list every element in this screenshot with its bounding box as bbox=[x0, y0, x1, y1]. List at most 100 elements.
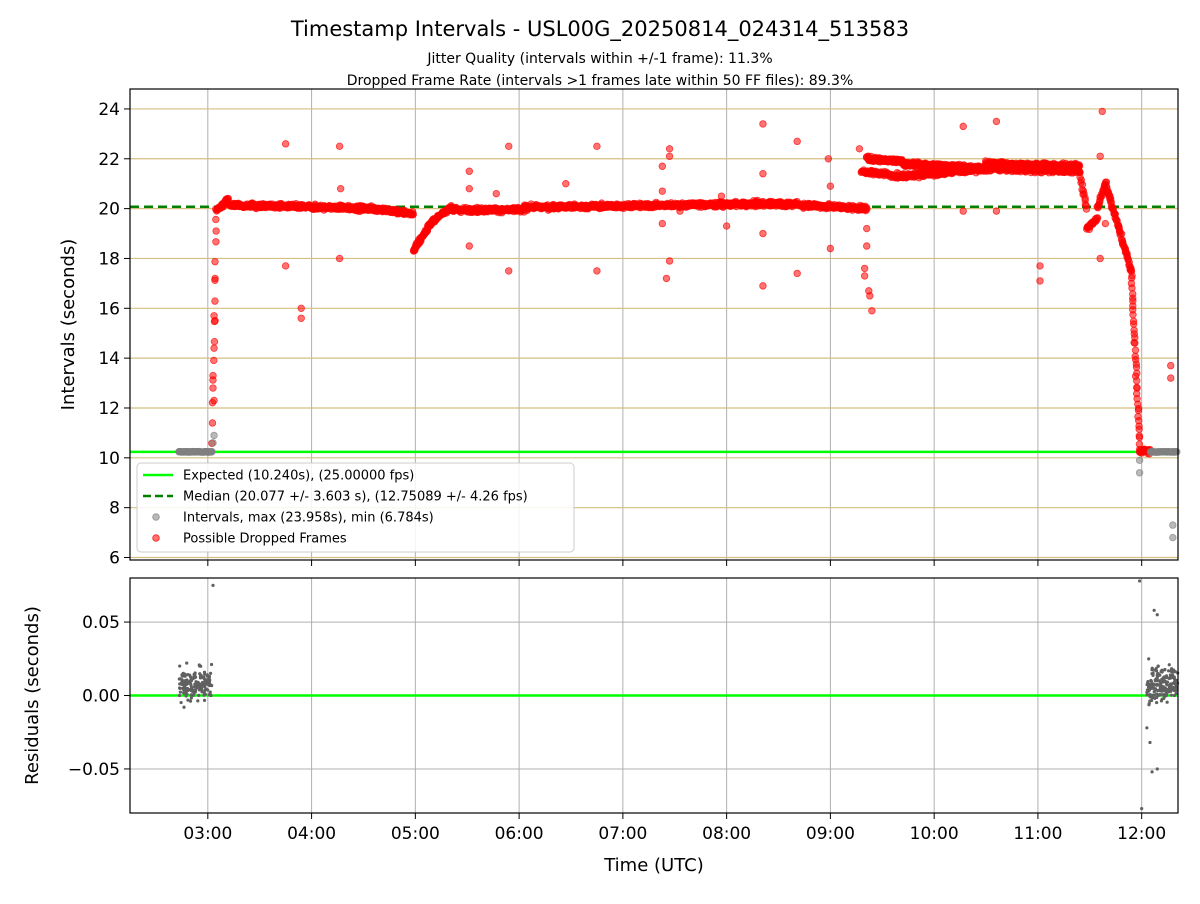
residual-point bbox=[1170, 670, 1174, 674]
dropped-frame-point bbox=[297, 304, 305, 313]
dropped-frame-point bbox=[505, 142, 513, 151]
intervals-y-tick-label: 10 bbox=[98, 449, 120, 469]
dropped-frame-point bbox=[863, 205, 871, 213]
dropped-frame-point bbox=[409, 210, 417, 218]
dropped-frame-point bbox=[562, 179, 570, 188]
intervals-y-tick-label: 12 bbox=[98, 399, 120, 419]
residual-point bbox=[1158, 693, 1162, 697]
residual-point bbox=[1169, 693, 1173, 697]
residual-point bbox=[1167, 663, 1171, 667]
dropped-frame-point bbox=[593, 142, 601, 151]
dropped-frame-point bbox=[855, 145, 864, 153]
dropped-frame-point bbox=[210, 356, 218, 365]
residual-point bbox=[1150, 668, 1154, 672]
residual-point bbox=[196, 681, 200, 685]
residual-point bbox=[1172, 680, 1177, 684]
residual-point bbox=[200, 680, 205, 685]
residual-point bbox=[1149, 678, 1153, 683]
residual-point bbox=[188, 675, 193, 679]
residual-point bbox=[1148, 695, 1152, 699]
dropped-frame-point bbox=[1134, 406, 1143, 415]
residual-point bbox=[1151, 671, 1155, 675]
residual-point bbox=[1150, 682, 1154, 686]
dropped-frame-point bbox=[209, 371, 217, 380]
residual-point bbox=[189, 696, 193, 700]
dropped-frame-point bbox=[824, 155, 833, 163]
intervals-y-tick-label: 22 bbox=[98, 150, 120, 170]
dropped-frame-point bbox=[1135, 425, 1143, 433]
residual-point bbox=[178, 677, 182, 681]
residual-point bbox=[178, 682, 182, 686]
residual-point bbox=[209, 662, 214, 667]
residual-point bbox=[202, 691, 207, 695]
dropped-frame-point bbox=[1133, 377, 1141, 385]
residual-point bbox=[178, 690, 182, 694]
dropped-frame-point bbox=[722, 222, 731, 230]
residual-point bbox=[199, 673, 203, 677]
residual-point bbox=[189, 684, 193, 688]
residual-point bbox=[1140, 806, 1144, 811]
residual-point bbox=[188, 679, 192, 683]
residual-point bbox=[184, 678, 188, 683]
residual-point bbox=[1151, 685, 1155, 689]
residual-point bbox=[204, 687, 208, 691]
residual-point bbox=[1168, 673, 1172, 677]
dropped-frame-point bbox=[759, 229, 767, 238]
residual-point bbox=[186, 698, 190, 702]
interval-point bbox=[210, 431, 218, 440]
interval-point bbox=[1135, 469, 1144, 477]
residual-point bbox=[199, 664, 203, 668]
residuals-y-axis-label: Residuals (seconds) bbox=[22, 606, 43, 785]
legend-label: Intervals, max (23.958s), min (6.784s) bbox=[183, 511, 434, 526]
residual-point bbox=[189, 693, 193, 697]
residuals-y-tick-label: 0.00 bbox=[82, 687, 120, 707]
interval-point bbox=[1169, 521, 1177, 529]
residual-point bbox=[198, 686, 202, 690]
dropped-frame-point bbox=[1036, 262, 1044, 270]
residual-point bbox=[1163, 694, 1167, 698]
residual-point bbox=[189, 688, 193, 692]
residual-point bbox=[181, 686, 185, 690]
residual-point bbox=[1157, 679, 1161, 683]
residual-point bbox=[183, 682, 187, 686]
dropped-frame-point bbox=[826, 182, 835, 190]
residual-point bbox=[1154, 669, 1159, 673]
intervals-points bbox=[175, 107, 1181, 542]
residual-point bbox=[1147, 703, 1151, 707]
dropped-frame-point bbox=[211, 317, 219, 325]
residual-point bbox=[1155, 695, 1159, 700]
legend: Expected (10.240s), (25.00000 fps) Median… bbox=[136, 462, 575, 553]
dropped-frame-point bbox=[212, 238, 220, 246]
residual-point bbox=[177, 693, 182, 698]
figure-subtitle-dropped: Dropped Frame Rate (intervals >1 frames … bbox=[347, 73, 854, 89]
dropped-frame-point bbox=[297, 314, 305, 322]
residual-point bbox=[1150, 770, 1154, 774]
residual-point bbox=[1148, 740, 1152, 745]
dropped-frame-point bbox=[717, 192, 726, 200]
dropped-frame-point bbox=[959, 207, 967, 215]
dropped-frame-point bbox=[1129, 320, 1138, 328]
residual-point bbox=[207, 681, 211, 685]
dropped-frame-point bbox=[676, 207, 684, 215]
residual-point bbox=[182, 691, 186, 695]
intervals-y-tick-label: 6 bbox=[109, 549, 120, 569]
residual-point bbox=[1165, 700, 1169, 704]
residual-point bbox=[1152, 608, 1156, 612]
dropped-frame-point bbox=[1167, 374, 1175, 382]
residual-point bbox=[1138, 579, 1142, 583]
residual-point bbox=[186, 673, 190, 677]
residual-point bbox=[179, 700, 183, 705]
dropped-frame-point bbox=[335, 142, 344, 151]
dropped-frame-point bbox=[211, 297, 219, 305]
dropped-frame-point bbox=[1129, 311, 1137, 319]
dropped-frame-point bbox=[863, 224, 871, 233]
residual-point bbox=[1163, 668, 1167, 672]
residual-point bbox=[184, 694, 188, 698]
residual-point bbox=[205, 674, 209, 678]
dropped-frame-point bbox=[959, 122, 967, 131]
residual-point bbox=[185, 661, 189, 665]
dropped-frame-point bbox=[665, 257, 674, 265]
residual-point bbox=[1158, 686, 1162, 690]
